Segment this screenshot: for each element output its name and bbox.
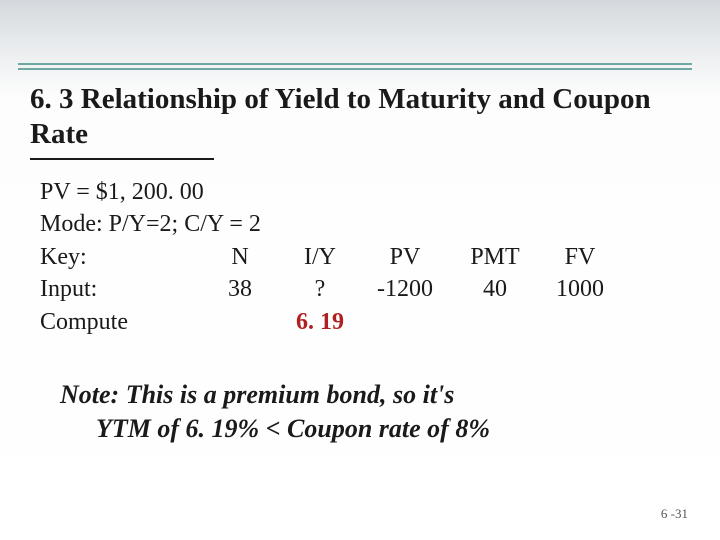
slide: 6. 3 Relationship of Yield to Maturity a… [0, 0, 720, 540]
in-n: 38 [200, 273, 280, 305]
compute-label: Compute [40, 306, 200, 338]
key-label: Key: [40, 241, 200, 273]
pv-line: PV = $1, 200. 00 [40, 176, 680, 208]
hdr-pv: PV [360, 241, 450, 273]
accent-rule-top [18, 63, 692, 65]
in-pv: -1200 [360, 273, 450, 305]
note-line-2: YTM of 6. 19% < Coupon rate of 8% [60, 412, 660, 446]
compute-row: Compute 6. 19 [40, 306, 680, 338]
note-line-1: Note: This is a premium bond, so it's [60, 378, 660, 412]
key-row: Key: N I/Y PV PMT FV [40, 241, 680, 273]
hdr-pmt: PMT [450, 241, 540, 273]
hdr-fv: FV [540, 241, 620, 273]
cp-n [200, 306, 280, 338]
title-underline [30, 158, 214, 160]
input-label: Input: [40, 273, 200, 305]
hdr-iy: I/Y [280, 241, 360, 273]
in-fv: 1000 [540, 273, 620, 305]
page-number: 6 -31 [661, 506, 688, 522]
note-block: Note: This is a premium bond, so it's YT… [60, 378, 660, 446]
input-row: Input: 38 ? -1200 40 1000 [40, 273, 680, 305]
compute-iy: 6. 19 [280, 306, 360, 338]
slide-title: 6. 3 Relationship of Yield to Maturity a… [30, 82, 680, 152]
hdr-n: N [200, 241, 280, 273]
accent-rule-bottom [18, 68, 692, 70]
mode-line: Mode: P/Y=2; C/Y = 2 [40, 208, 680, 240]
in-pmt: 40 [450, 273, 540, 305]
slide-body: PV = $1, 200. 00 Mode: P/Y=2; C/Y = 2 Ke… [40, 176, 680, 338]
in-iy: ? [280, 273, 360, 305]
